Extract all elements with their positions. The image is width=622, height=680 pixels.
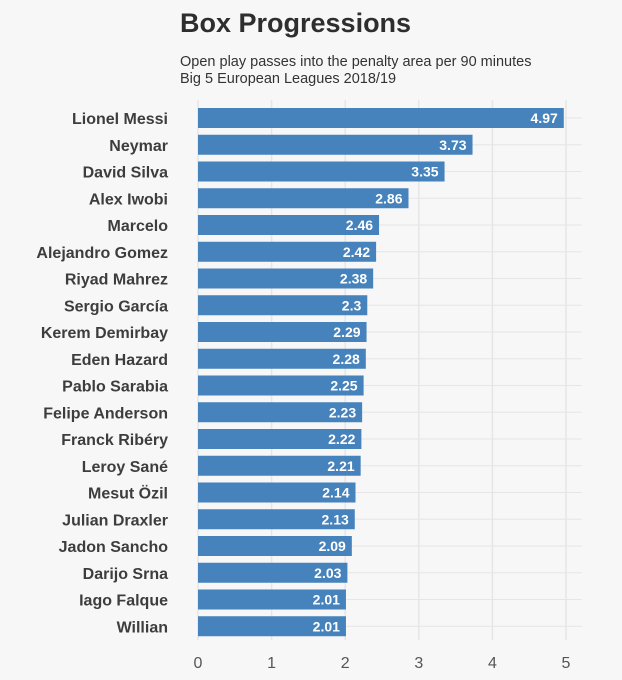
category-label: Sergio García <box>64 298 168 315</box>
category-label: Pablo Sarabia <box>62 379 168 396</box>
value-label: 2.01 <box>313 618 340 634</box>
value-label: 4.97 <box>531 110 558 126</box>
category-label: Julian Draxler <box>62 512 168 529</box>
subtitle-line-2: Big 5 European Leagues 2018/19 <box>180 71 397 87</box>
bar <box>198 562 348 583</box>
bar <box>198 215 380 235</box>
value-label: 2.22 <box>328 431 355 447</box>
value-label: 2.25 <box>330 378 357 394</box>
value-label: 2.86 <box>375 190 402 206</box>
x-tick-label: 2 <box>341 655 350 672</box>
bar <box>198 295 368 316</box>
category-label: Kerem Demirbay <box>41 325 168 342</box>
bar <box>198 375 364 396</box>
chart-title: Box Progressions <box>180 8 412 38</box>
value-label: 2.09 <box>319 538 346 554</box>
category-label: Iago Falque <box>79 593 168 610</box>
bar <box>198 134 473 155</box>
category-label: Mesut Özil <box>88 484 168 503</box>
category-label: Riyad Mahrez <box>65 272 168 289</box>
category-label: Leroy Sané <box>82 459 168 476</box>
bar <box>198 268 374 289</box>
bar <box>198 161 445 182</box>
bar <box>198 536 352 556</box>
category-label: Lionel Messi <box>72 111 168 128</box>
bar <box>198 348 366 369</box>
value-label: 2.21 <box>327 458 354 474</box>
category-label: Felipe Anderson <box>43 405 168 422</box>
value-label: 2.01 <box>313 592 340 608</box>
category-label: Alejandro Gomez <box>36 245 168 262</box>
category-label: Darijo Srna <box>83 566 168 583</box>
x-tick-label: 3 <box>414 655 423 672</box>
bar <box>198 429 362 449</box>
bar <box>198 402 363 423</box>
value-label: 3.73 <box>439 137 466 153</box>
category-labels: Lionel Messi Neymar David Silva Alex Iwobi M… <box>36 111 168 636</box>
category-label: Willian <box>117 619 168 636</box>
value-label: 2.3 <box>342 297 362 313</box>
category-label: Franck Ribéry <box>61 432 168 449</box>
value-label: 2.13 <box>322 511 349 527</box>
subtitle-line-1: Open play passes into the penalty area p… <box>180 54 532 70</box>
value-label: 2.38 <box>340 271 367 287</box>
value-label: 2.03 <box>314 565 341 581</box>
bar <box>198 188 409 209</box>
chart-subtitle: Open play passes into the penalty area p… <box>180 54 531 88</box>
x-axis-ticks: 0 1 2 3 4 5 <box>194 655 571 672</box>
value-label: 2.42 <box>343 244 370 260</box>
x-tick-label: 0 <box>194 655 203 672</box>
bar <box>198 482 356 503</box>
bar <box>198 589 346 610</box>
category-label: Jadon Sancho <box>59 539 169 556</box>
x-tick-label: 1 <box>267 655 276 672</box>
value-label: 2.28 <box>333 351 360 367</box>
category-label: Neymar <box>109 138 168 155</box>
category-label: Eden Hazard <box>71 352 168 369</box>
value-label: 2.46 <box>346 217 373 233</box>
category-label: Marcelo <box>108 218 169 235</box>
bar <box>198 455 361 476</box>
bars <box>198 108 564 637</box>
value-label: 2.14 <box>322 485 349 501</box>
x-tick-label: 5 <box>562 655 571 672</box>
bar <box>198 509 355 530</box>
value-label: 3.35 <box>411 164 438 180</box>
value-labels: 4.97 3.733.35 2.862.46 2.42 2.38 2.3 2.29 2.28 2… <box>313 110 558 634</box>
bar <box>198 322 367 342</box>
bar <box>198 108 564 128</box>
category-label: Alex Iwobi <box>89 191 168 208</box>
x-tick-label: 4 <box>488 655 497 672</box>
value-label: 2.29 <box>333 324 360 340</box>
category-label: David Silva <box>83 165 168 182</box>
value-label: 2.23 <box>329 404 356 420</box>
bar <box>198 241 377 262</box>
bar <box>198 616 346 637</box>
